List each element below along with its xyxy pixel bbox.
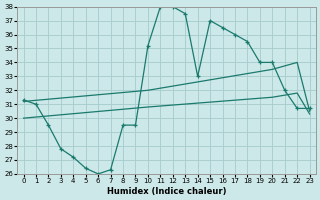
X-axis label: Humidex (Indice chaleur): Humidex (Indice chaleur) xyxy=(107,187,226,196)
